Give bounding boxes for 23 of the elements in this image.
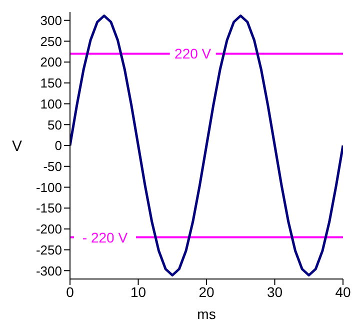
x-tick-label: 40: [335, 284, 351, 300]
x-tick-label: 10: [130, 284, 146, 300]
x-tick-label: 20: [198, 284, 214, 300]
y-tick-label: 50: [48, 117, 62, 132]
y-tick-label: -300: [36, 263, 62, 278]
y-tick-label: 200: [40, 54, 62, 70]
y-tick-label: -50: [43, 158, 62, 174]
x-axis-title: ms: [197, 306, 216, 322]
ref-line-label: 220 V: [174, 46, 212, 62]
x-tick-label: 30: [266, 284, 283, 300]
y-tick-label: 300: [40, 12, 62, 28]
ref-line-label: - 220 V: [82, 229, 128, 246]
line-series: [70, 14, 343, 276]
y-tick-label: 100: [40, 96, 62, 112]
y-axis-title: V: [12, 138, 22, 155]
y-tick-label: 0: [54, 138, 62, 154]
y-tick-label: -100: [36, 180, 62, 195]
y-tick-label: -200: [36, 222, 62, 237]
y-tick-label: 150: [40, 76, 62, 91]
x-tick-label: 0: [66, 284, 74, 300]
y-tick-label: -150: [36, 200, 62, 216]
y-tick-label: -250: [36, 242, 62, 258]
y-tick-label: 250: [40, 34, 62, 49]
